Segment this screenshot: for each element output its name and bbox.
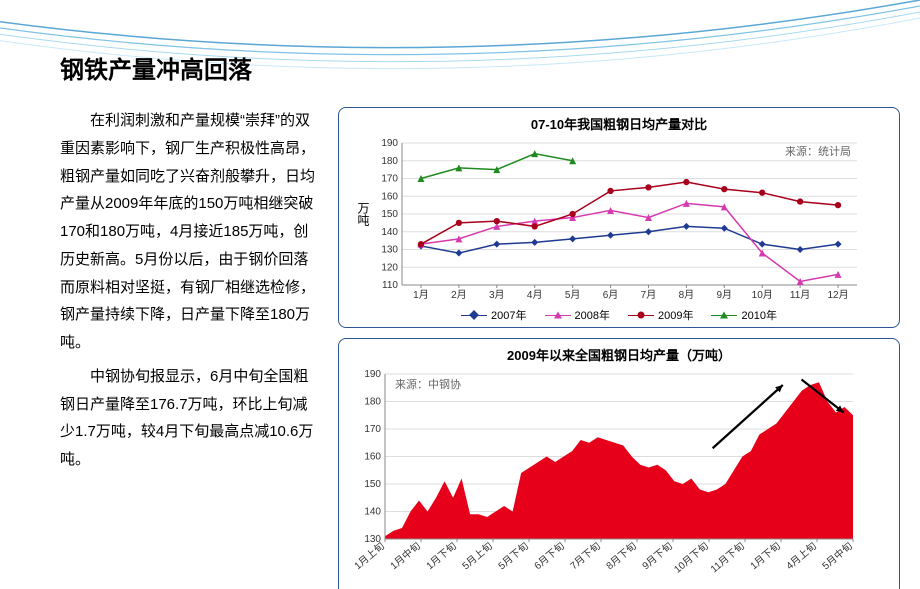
svg-text:7月: 7月 [641, 289, 657, 301]
svg-text:来源：统计局: 来源：统计局 [785, 144, 851, 158]
svg-text:180: 180 [381, 156, 398, 167]
svg-text:140: 140 [364, 507, 381, 518]
slide: 钢铁产量冲高回落 在利润刺激和产量规模“崇拜”的双重因素影响下，钢厂生产积极性高… [0, 0, 920, 589]
paragraph-2: 中钢协旬报显示，6月中旬全国粗钢日产量降至176.7万吨，环比上旬减少1.7万吨… [60, 363, 320, 474]
svg-text:1月中旬: 1月中旬 [387, 539, 423, 572]
svg-text:180: 180 [364, 397, 381, 408]
svg-text:170: 170 [381, 174, 398, 185]
svg-text:110: 110 [382, 280, 398, 291]
svg-text:5月中旬: 5月中旬 [819, 539, 855, 572]
svg-text:10月下旬: 10月下旬 [671, 539, 711, 575]
chart1-title: 07-10年我国粗钢日均产量对比 [347, 114, 891, 133]
legend-label: 2010年 [741, 307, 776, 323]
svg-text:5月: 5月 [565, 289, 581, 301]
legend-label: 2009年 [658, 307, 693, 323]
svg-text:140: 140 [381, 227, 398, 238]
slide-title: 钢铁产量冲高回落 [60, 50, 900, 85]
paragraph-1: 在利润刺激和产量规模“崇拜”的双重因素影响下，钢厂生产积极性高昂，粗钢产量如同吃… [60, 107, 320, 357]
svg-text:160: 160 [364, 452, 381, 463]
svg-text:4月: 4月 [527, 289, 543, 301]
svg-text:160: 160 [381, 191, 398, 202]
svg-text:1月下旬: 1月下旬 [747, 539, 783, 572]
chart1-legend: 2007年 2008年 2009年 2010年 [347, 307, 891, 323]
svg-text:6月: 6月 [603, 289, 619, 301]
svg-text:150: 150 [364, 479, 381, 490]
svg-text:7月下旬: 7月下旬 [567, 539, 603, 572]
chart2-box: 2009年以来全国粗钢日均产量（万吨） 13014015016017018019… [338, 338, 900, 589]
svg-text:8月: 8月 [679, 289, 695, 301]
svg-text:8月下旬: 8月下旬 [603, 539, 639, 572]
svg-text:170: 170 [364, 424, 381, 435]
legend-item: 2010年 [711, 307, 776, 323]
svg-text:150: 150 [381, 209, 398, 220]
legend-label: 2008年 [575, 307, 610, 323]
svg-text:3月: 3月 [489, 289, 505, 301]
svg-text:11月: 11月 [790, 289, 810, 301]
chart1-svg: 110 120 130 140 150 160 170 180 190 1月 2月 3月 4月 5月 6月 7… [347, 135, 867, 305]
svg-text:9月下旬: 9月下旬 [639, 539, 675, 572]
svg-text:万吨: 万吨 [356, 202, 370, 226]
svg-text:120: 120 [381, 262, 398, 273]
svg-text:来源：中钢协: 来源：中钢协 [395, 377, 461, 391]
svg-text:2月: 2月 [451, 289, 467, 301]
svg-text:130: 130 [381, 245, 398, 256]
body-text: 在利润刺激和产量规模“崇拜”的双重因素影响下，钢厂生产积极性高昂，粗钢产量如同吃… [60, 107, 320, 589]
svg-text:190: 190 [381, 138, 398, 149]
svg-text:5月上旬: 5月上旬 [459, 539, 495, 572]
chart2-svg: 1301401501601701801901月上旬1月中旬1月下旬5月上旬5月下… [347, 366, 867, 589]
svg-text:10月: 10月 [752, 289, 773, 301]
chart1-box: 07-10年我国粗钢日均产量对比 110 120 130 140 150 160 170 18… [338, 107, 900, 328]
charts-column: 07-10年我国粗钢日均产量对比 110 120 130 140 150 160 170 18… [338, 107, 900, 589]
svg-text:4月上旬: 4月上旬 [783, 539, 819, 572]
svg-text:190: 190 [364, 369, 381, 380]
chart2-title: 2009年以来全国粗钢日均产量（万吨） [347, 345, 891, 364]
legend-item: 2009年 [628, 307, 693, 323]
legend-item: 2007年 [461, 307, 526, 323]
svg-text:1月下旬: 1月下旬 [423, 539, 459, 572]
svg-text:1月: 1月 [413, 289, 429, 301]
svg-text:5月下旬: 5月下旬 [495, 539, 531, 572]
svg-text:9月: 9月 [717, 289, 733, 301]
svg-text:11月下旬: 11月下旬 [708, 539, 747, 575]
legend-item: 2008年 [545, 307, 610, 323]
content-row: 在利润刺激和产量规模“崇拜”的双重因素影响下，钢厂生产积极性高昂，粗钢产量如同吃… [60, 107, 900, 589]
legend-label: 2007年 [491, 307, 526, 323]
svg-text:6月下旬: 6月下旬 [531, 539, 567, 572]
svg-text:12月: 12月 [827, 289, 848, 301]
